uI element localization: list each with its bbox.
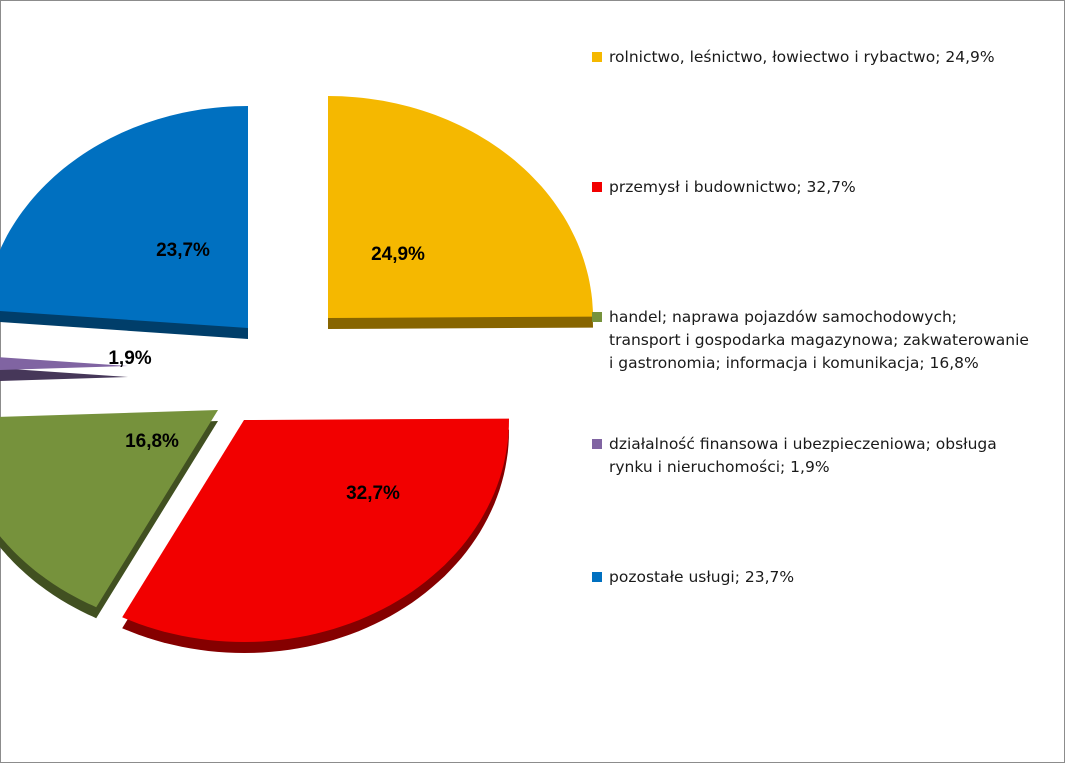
legend-item: działalność finansowa i ubezpieczeniowa;… xyxy=(592,433,1032,479)
legend-label: pozostałe usługi; 23,7% xyxy=(609,568,795,586)
legend-swatch xyxy=(592,312,602,322)
data-label: 23,7% xyxy=(156,240,210,261)
legend-item: handel; naprawa pojazdów samochodowych; … xyxy=(592,306,1032,375)
pie-slice xyxy=(328,96,593,318)
legend-item: pozostałe usługi; 23,7% xyxy=(592,566,1032,589)
legend-swatch xyxy=(592,572,602,582)
legend-label: rolnictwo, leśnictwo, łowiectwo i rybact… xyxy=(609,48,995,66)
legend-item: rolnictwo, leśnictwo, łowiectwo i rybact… xyxy=(592,46,1032,69)
legend-label: handel; naprawa pojazdów samochodowych; … xyxy=(609,308,1029,372)
legend-swatch xyxy=(592,52,602,62)
data-label-background xyxy=(361,237,435,267)
legend-item: przemysł i budownictwo; 32,7% xyxy=(592,176,1032,199)
data-label: 24,9% xyxy=(371,244,425,265)
data-label-background xyxy=(336,476,410,506)
pie-slice xyxy=(0,410,218,608)
legend-label: przemysł i budownictwo; 32,7% xyxy=(609,178,856,196)
legend-label: działalność finansowa i ubezpieczeniowa;… xyxy=(609,435,997,476)
data-label: 1,9% xyxy=(108,348,151,369)
pie-slice xyxy=(0,357,128,371)
legend-swatch xyxy=(592,439,602,449)
legend-swatch xyxy=(592,182,602,192)
pie-slice-side xyxy=(0,368,128,382)
data-label: 16,8% xyxy=(125,431,179,452)
pie-slice xyxy=(122,418,509,642)
data-label: 32,7% xyxy=(346,483,400,504)
pie-slice xyxy=(0,106,248,328)
